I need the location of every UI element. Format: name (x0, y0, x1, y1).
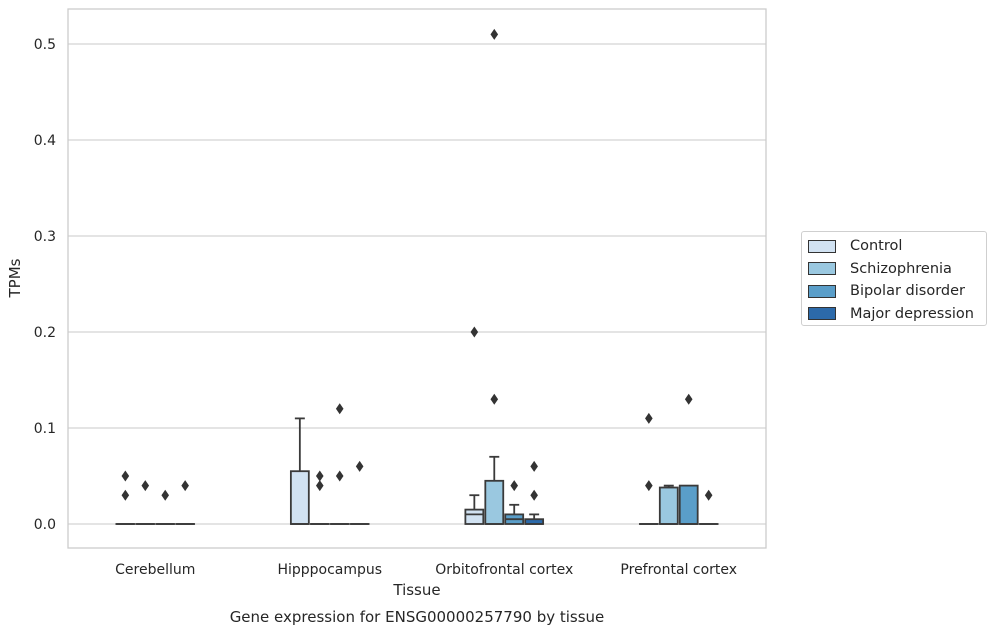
outlier-point (530, 489, 538, 501)
outlier-point (335, 470, 344, 482)
outlier-point (490, 393, 499, 405)
outlier-point (645, 480, 653, 492)
box-1-0 (289, 417, 310, 525)
legend-label: Major depression (850, 305, 974, 322)
legend-label: Control (850, 238, 903, 255)
legend-item: Schizophrenia (808, 258, 986, 281)
box-body (464, 508, 485, 525)
outlier-point (470, 326, 479, 338)
y-axis-label: TPMs (6, 258, 24, 298)
outlier-point (704, 489, 713, 501)
outlier-point (530, 460, 538, 472)
legend: Control Schizophrenia Bipolar disorder Majo… (801, 231, 987, 326)
legend-swatch (808, 307, 836, 321)
outlier-point (121, 489, 130, 501)
legend-swatch (808, 284, 836, 298)
box-1-1 (309, 470, 330, 525)
outlier-point (121, 470, 130, 482)
box-3-3 (698, 489, 719, 525)
box-0-2 (155, 489, 176, 525)
y-tick-label: 0.4 (34, 133, 56, 149)
outlier-point (181, 480, 189, 492)
box-2-2 (504, 480, 525, 525)
box-3-1 (658, 484, 679, 525)
outlier-point (141, 480, 150, 492)
y-tick-label: 0.5 (34, 37, 56, 53)
x-tick-labels: Cerebellum Hipppocampus Orbitofrontal cort… (115, 562, 737, 578)
legend-item: Major depression (808, 303, 986, 326)
box-2-3 (524, 460, 545, 525)
legend-swatch (808, 239, 836, 253)
box-body (658, 486, 679, 525)
legend-swatch (808, 262, 836, 276)
box-0-0 (115, 470, 136, 525)
y-tick-label: 0.2 (34, 325, 56, 341)
y-tick-label: 0.3 (34, 229, 56, 245)
legend-label: Schizophrenia (850, 260, 952, 277)
x-tick-label: Cerebellum (115, 562, 195, 578)
legend-item: Control (808, 235, 986, 258)
y-tick-label: 0.1 (34, 421, 56, 437)
box-body (484, 479, 505, 525)
box-body (678, 484, 699, 525)
box-0-1 (135, 480, 156, 525)
box-series (115, 28, 719, 525)
outlier-point (315, 470, 324, 482)
y-tick-labels: 0.0 0.1 0.2 0.3 0.4 0.5 (34, 37, 56, 533)
x-tick-label: Prefrontal cortex (620, 562, 737, 578)
outlier-point (490, 28, 499, 40)
box-0-3 (175, 480, 196, 525)
outlier-point (355, 460, 364, 472)
x-tick-label: Hipppocampus (277, 562, 382, 578)
outlier-point (684, 393, 693, 405)
legend-label: Bipolar disorder (850, 283, 965, 300)
outlier-point (510, 480, 519, 492)
x-axis-label: Tissue (392, 581, 440, 599)
box-3-2 (678, 393, 699, 525)
box-2-0 (464, 326, 485, 525)
outlier-point (335, 403, 344, 415)
outlier-point (161, 489, 170, 501)
box-3-0 (638, 412, 659, 525)
gridlines (68, 43, 766, 525)
outlier-point (315, 480, 324, 492)
outlier-point (645, 412, 653, 424)
x-tick-label: Orbitofrontal cortex (435, 562, 573, 578)
box-2-1 (484, 28, 505, 525)
box-body (289, 470, 310, 525)
legend-item: Bipolar disorder (808, 280, 986, 303)
plot-frame (67, 8, 767, 549)
chart-title: Gene expression for ENSG00000257790 by t… (230, 608, 605, 626)
box-1-3 (349, 460, 370, 525)
box-1-2 (329, 403, 350, 525)
y-tick-label: 0.0 (34, 517, 56, 533)
